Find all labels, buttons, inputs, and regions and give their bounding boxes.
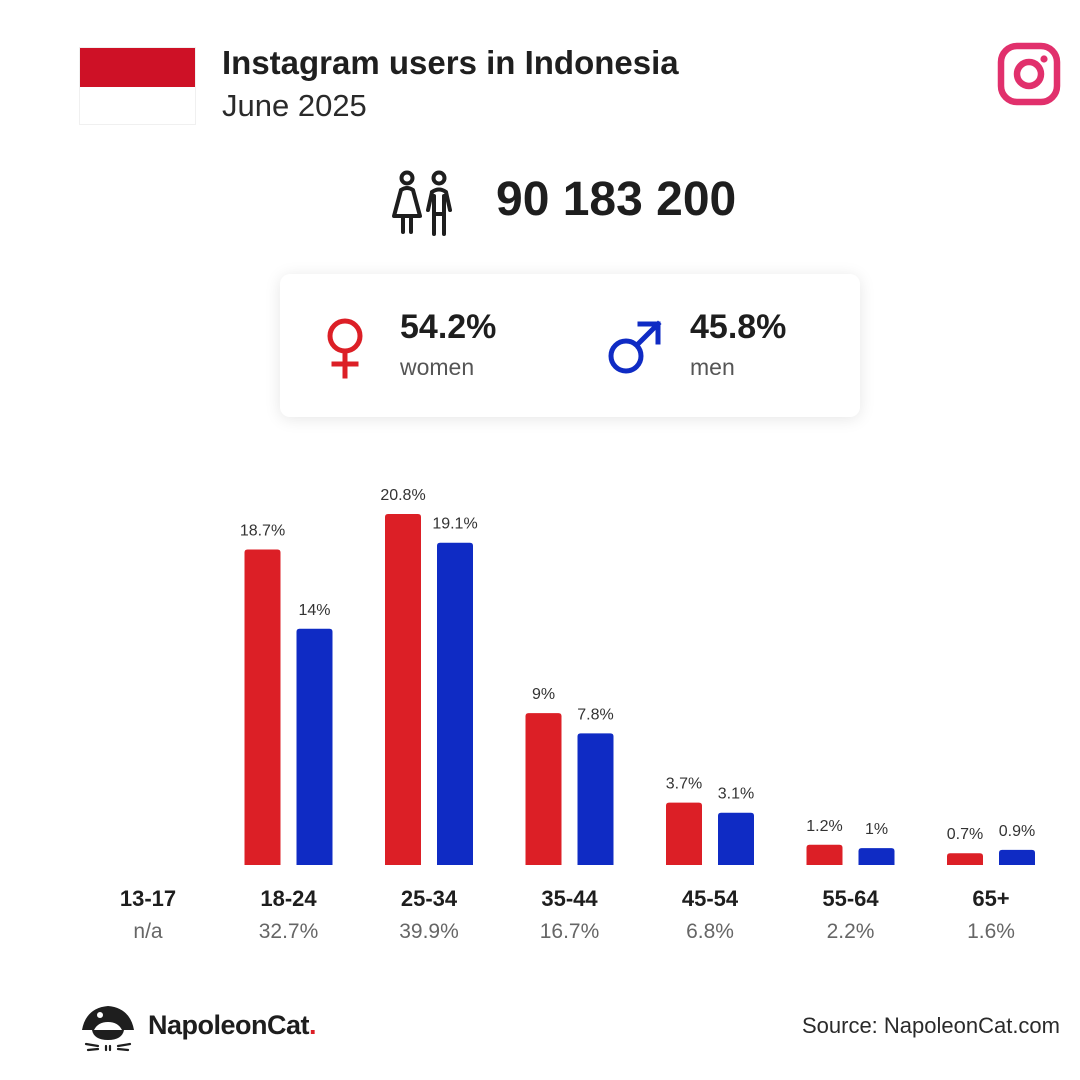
data-label-men-55-64: 1% <box>865 821 888 838</box>
data-label-men-65+: 0.9% <box>999 823 1035 840</box>
age-label-55-64: 55-64 <box>822 886 879 911</box>
brand-dot: . <box>309 1010 317 1040</box>
age-label-65+: 65+ <box>972 886 1009 911</box>
data-label-women-25-34: 20.8% <box>380 487 425 504</box>
data-label-men-35-44: 7.8% <box>577 706 613 723</box>
bar-women-25-34 <box>385 514 421 865</box>
page-title: Instagram users in Indonesia <box>222 44 679 81</box>
instagram-icon <box>997 42 1061 106</box>
data-label-women-35-44: 9% <box>532 686 555 703</box>
male-symbol-icon <box>608 320 662 374</box>
bar-men-55-64 <box>858 848 895 865</box>
age-label-18-24: 18-24 <box>260 886 317 911</box>
men-percent: 45.8% <box>690 308 787 346</box>
bar-women-65+ <box>947 853 983 865</box>
age-label-13-17: 13-17 <box>120 886 176 911</box>
data-label-men-25-34: 19.1% <box>432 516 477 533</box>
bar-men-35-44 <box>577 733 614 865</box>
data-label-women-45-54: 3.7% <box>666 776 702 793</box>
age-total-13-17: n/a <box>133 920 163 943</box>
bar-women-55-64 <box>806 844 843 865</box>
page-subtitle: June 2025 <box>222 88 367 123</box>
brand-text: NapoleonCat <box>148 1010 310 1040</box>
age-total-25-34: 39.9% <box>399 920 459 943</box>
women-label: women <box>400 354 475 380</box>
bar-men-25-34 <box>437 542 473 865</box>
men-label: men <box>690 354 735 380</box>
data-label-men-18-24: 14% <box>298 602 330 619</box>
age-label-25-34: 25-34 <box>401 886 458 911</box>
bar-men-45-54 <box>718 812 754 865</box>
data-label-women-65+: 0.7% <box>947 826 983 843</box>
age-total-45-54: 6.8% <box>686 920 734 943</box>
total-users: 90 183 200 <box>496 173 737 226</box>
female-symbol-icon <box>327 318 363 379</box>
age-total-55-64: 2.2% <box>827 920 875 943</box>
bar-women-18-24 <box>244 549 281 865</box>
source-text: Source: NapoleonCat.com <box>801 1013 1060 1038</box>
brand-name: NapoleonCat. <box>148 1010 317 1041</box>
age-label-35-44: 35-44 <box>541 886 598 911</box>
bar-men-65+ <box>999 849 1035 865</box>
flag-indonesia-icon <box>79 47 196 125</box>
age-gender-bar-chart: 13-17 n/a 18.7% 14% 18-24 32.7% 20.8% 19.1% 25-3… <box>120 487 1035 943</box>
age-total-65+: 1.6% <box>967 920 1015 943</box>
napoleoncat-logo-icon <box>82 1006 134 1052</box>
age-total-18-24: 32.7% <box>259 920 319 943</box>
bar-women-45-54 <box>666 802 702 865</box>
people-icon <box>392 170 452 236</box>
flag-red-stripe <box>80 48 195 87</box>
data-label-women-18-24: 18.7% <box>240 522 285 539</box>
gender-card: 54.2% women 45.8% men <box>280 274 860 417</box>
data-label-men-45-54: 3.1% <box>718 786 754 803</box>
bar-women-35-44 <box>525 713 562 865</box>
data-label-women-55-64: 1.2% <box>806 818 842 835</box>
age-label-45-54: 45-54 <box>682 886 739 911</box>
women-percent: 54.2% <box>400 308 497 346</box>
age-total-35-44: 16.7% <box>540 920 600 943</box>
bar-men-18-24 <box>296 628 333 865</box>
